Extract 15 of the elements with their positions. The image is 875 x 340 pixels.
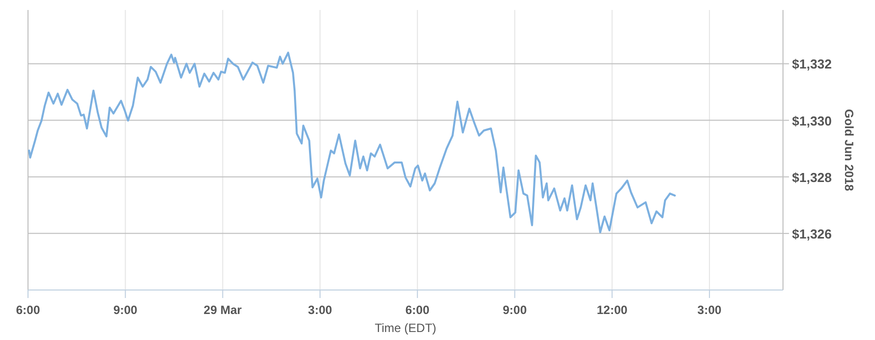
x-tick-label: 3:00 (697, 303, 722, 317)
y-tick-label: $1,326 (792, 226, 832, 242)
x-tick-label: 6:00 (16, 303, 40, 317)
x-tick-label: 6:00 (405, 303, 430, 317)
y-axis-title: Gold Jun 2018 (842, 108, 856, 192)
y-tick-label: $1,330 (792, 113, 832, 128)
x-tick-label: 29 Mar (204, 303, 242, 317)
x-tick-label: 3:00 (308, 303, 332, 317)
x-tick-label: 12:00 (596, 303, 628, 317)
x-tick-label: 9:00 (113, 303, 138, 317)
y-tick-label: $1,328 (792, 170, 832, 185)
line-series (28, 52, 676, 234)
y-tick-label: $1,332 (792, 56, 832, 72)
x-axis-title: Time (EDT) (374, 321, 436, 335)
x-tick-label: 9:00 (502, 303, 528, 317)
